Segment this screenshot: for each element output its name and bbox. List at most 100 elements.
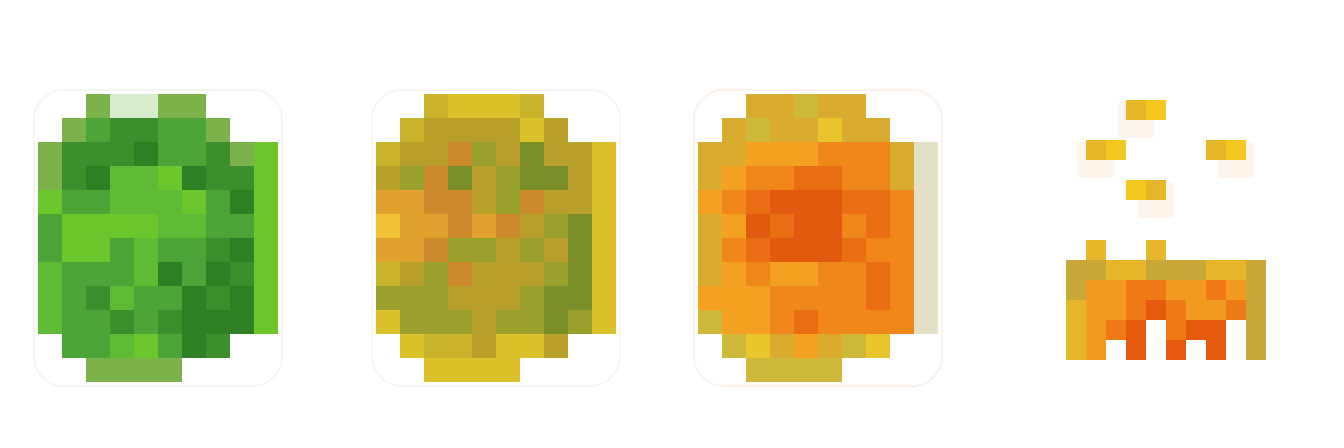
pixel (544, 262, 568, 286)
flame-pixel (1126, 300, 1146, 320)
pixel (722, 214, 746, 238)
pixel (568, 166, 592, 190)
flame-pixel (1066, 300, 1086, 320)
pixel (472, 118, 496, 142)
pixel (134, 166, 158, 190)
pixel (698, 238, 722, 262)
flame-pixel (1086, 260, 1106, 280)
pixel (794, 334, 818, 358)
pixel (400, 334, 424, 358)
green-bush-sprite (26, 84, 296, 394)
flame-pixel (1086, 300, 1106, 320)
pixel (254, 238, 278, 262)
pixel (722, 310, 746, 334)
pixel (62, 262, 86, 286)
pixel (230, 190, 254, 214)
pixel (472, 94, 496, 118)
pixel (472, 238, 496, 262)
pixel (158, 238, 182, 262)
pixel (86, 118, 110, 142)
flame-pixel (1066, 340, 1086, 360)
pixel (722, 262, 746, 286)
pixel (254, 142, 278, 166)
pixel (496, 238, 520, 262)
ember-pixel (1146, 100, 1166, 120)
pixel (890, 166, 914, 190)
ember-pixel (1106, 140, 1126, 160)
pixel (568, 142, 592, 166)
pixel (496, 118, 520, 142)
pixel (400, 238, 424, 262)
pixel (448, 94, 472, 118)
pixel (110, 238, 134, 262)
pixel (722, 334, 746, 358)
pixel (472, 142, 496, 166)
pixel (842, 166, 866, 190)
flame-pixel (1126, 260, 1146, 280)
pixel (38, 310, 62, 334)
pixel (818, 334, 842, 358)
pixel (448, 214, 472, 238)
pixel (496, 142, 520, 166)
pixel (592, 286, 616, 310)
pixel (544, 190, 568, 214)
flame-pixel (1206, 300, 1226, 320)
pixel (568, 310, 592, 334)
pixel (722, 166, 746, 190)
pixel (472, 166, 496, 190)
pixel (158, 358, 182, 382)
flame-pixel (1146, 280, 1166, 300)
pixel (770, 262, 794, 286)
pixel (376, 166, 400, 190)
pixel (698, 262, 722, 286)
pixel (182, 214, 206, 238)
pixel (794, 310, 818, 334)
pixel (206, 214, 230, 238)
pixel (448, 238, 472, 262)
pixel (206, 118, 230, 142)
pixel (230, 262, 254, 286)
pixel (62, 118, 86, 142)
pixel (698, 310, 722, 334)
pixel (206, 262, 230, 286)
pixel (842, 238, 866, 262)
pixel (158, 118, 182, 142)
pixel (86, 262, 110, 286)
pixel (158, 166, 182, 190)
pixel (568, 190, 592, 214)
orange-bush-sprite (686, 84, 956, 409)
pixel (818, 190, 842, 214)
pixel (134, 118, 158, 142)
pixel (770, 238, 794, 262)
pixel (544, 310, 568, 334)
pixel (890, 190, 914, 214)
pixel (746, 358, 770, 382)
pixel (110, 334, 134, 358)
pixel (448, 334, 472, 358)
pixel (110, 286, 134, 310)
pixel (86, 142, 110, 166)
pixel (592, 238, 616, 262)
ember-pixel (1126, 180, 1146, 200)
pixel (230, 166, 254, 190)
pixel (424, 118, 448, 142)
pixel (182, 94, 206, 118)
pixel (182, 142, 206, 166)
sprite-halo (693, 89, 943, 387)
pixel (158, 214, 182, 238)
flame-pixel (1066, 280, 1086, 300)
flame-pixel (1226, 300, 1246, 320)
pixel (448, 142, 472, 166)
pixel (914, 214, 938, 238)
pixel (62, 190, 86, 214)
pixel (794, 190, 818, 214)
pixel (770, 286, 794, 310)
pixel (448, 310, 472, 334)
pixel (568, 214, 592, 238)
flame-pixel (1126, 280, 1146, 300)
pixel (134, 214, 158, 238)
pixel (746, 190, 770, 214)
ember-pixel (1086, 140, 1106, 160)
pixel (376, 262, 400, 286)
pixel (472, 358, 496, 382)
